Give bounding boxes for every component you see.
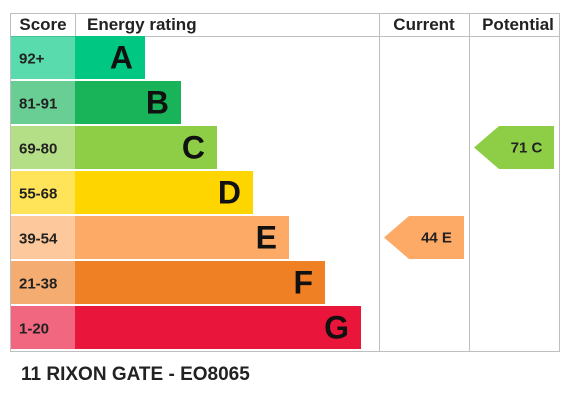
potential-rating-arrow (474, 126, 554, 169)
score-cell-d (11, 171, 75, 214)
score-label-g: 1-20 (19, 321, 49, 338)
band-bar-e (75, 216, 289, 259)
band-bar-g (75, 306, 361, 349)
band-bar-c (75, 126, 217, 169)
rating-markers: 44 E 71 C (384, 126, 554, 259)
band-bar-d (75, 171, 253, 214)
current-header: Current (393, 15, 455, 34)
score-label-b: 81-91 (19, 96, 57, 113)
score-cell-f (11, 261, 75, 304)
rating-bands: 92+ A 81-91 B 69-80 C 55-68 D 39-54 E 21-38 F 1-20 G (11, 36, 361, 349)
score-cell-a (11, 36, 75, 79)
score-cell-e (11, 216, 75, 259)
score-label-c: 69-80 (19, 141, 57, 158)
band-bar-a (75, 36, 145, 79)
band-letter-e: E (256, 220, 277, 256)
score-label-a: 92+ (19, 51, 45, 68)
band-letter-f: F (293, 265, 313, 301)
score-cell-g (11, 306, 75, 349)
score-header: Score (19, 15, 66, 34)
potential-rating-label: 71 C (511, 140, 543, 157)
band-letter-b: B (146, 85, 169, 121)
band-bar-f (75, 261, 325, 304)
band-letter-a: A (110, 40, 133, 76)
property-caption: 11 RIXON GATE - EO8065 (21, 364, 250, 385)
potential-header: Potential (482, 15, 554, 34)
score-label-e: 39-54 (19, 231, 58, 248)
chart-grid (10, 13, 560, 352)
score-cell-c (11, 126, 75, 169)
band-letter-g: G (324, 310, 349, 346)
energy-rating-header: Energy rating (87, 15, 197, 34)
score-label-f: 21-38 (19, 276, 57, 293)
chart-frame (10, 13, 560, 352)
band-bar-b (75, 81, 181, 124)
current-rating-label: 44 E (421, 230, 452, 247)
band-letter-c: C (182, 130, 205, 166)
current-rating-arrow (384, 216, 464, 259)
chart-headers: Score Energy rating Current Potential (19, 15, 554, 34)
score-label-d: 55-68 (19, 186, 57, 203)
score-cell-b (11, 81, 75, 124)
band-letter-d: D (218, 175, 241, 211)
